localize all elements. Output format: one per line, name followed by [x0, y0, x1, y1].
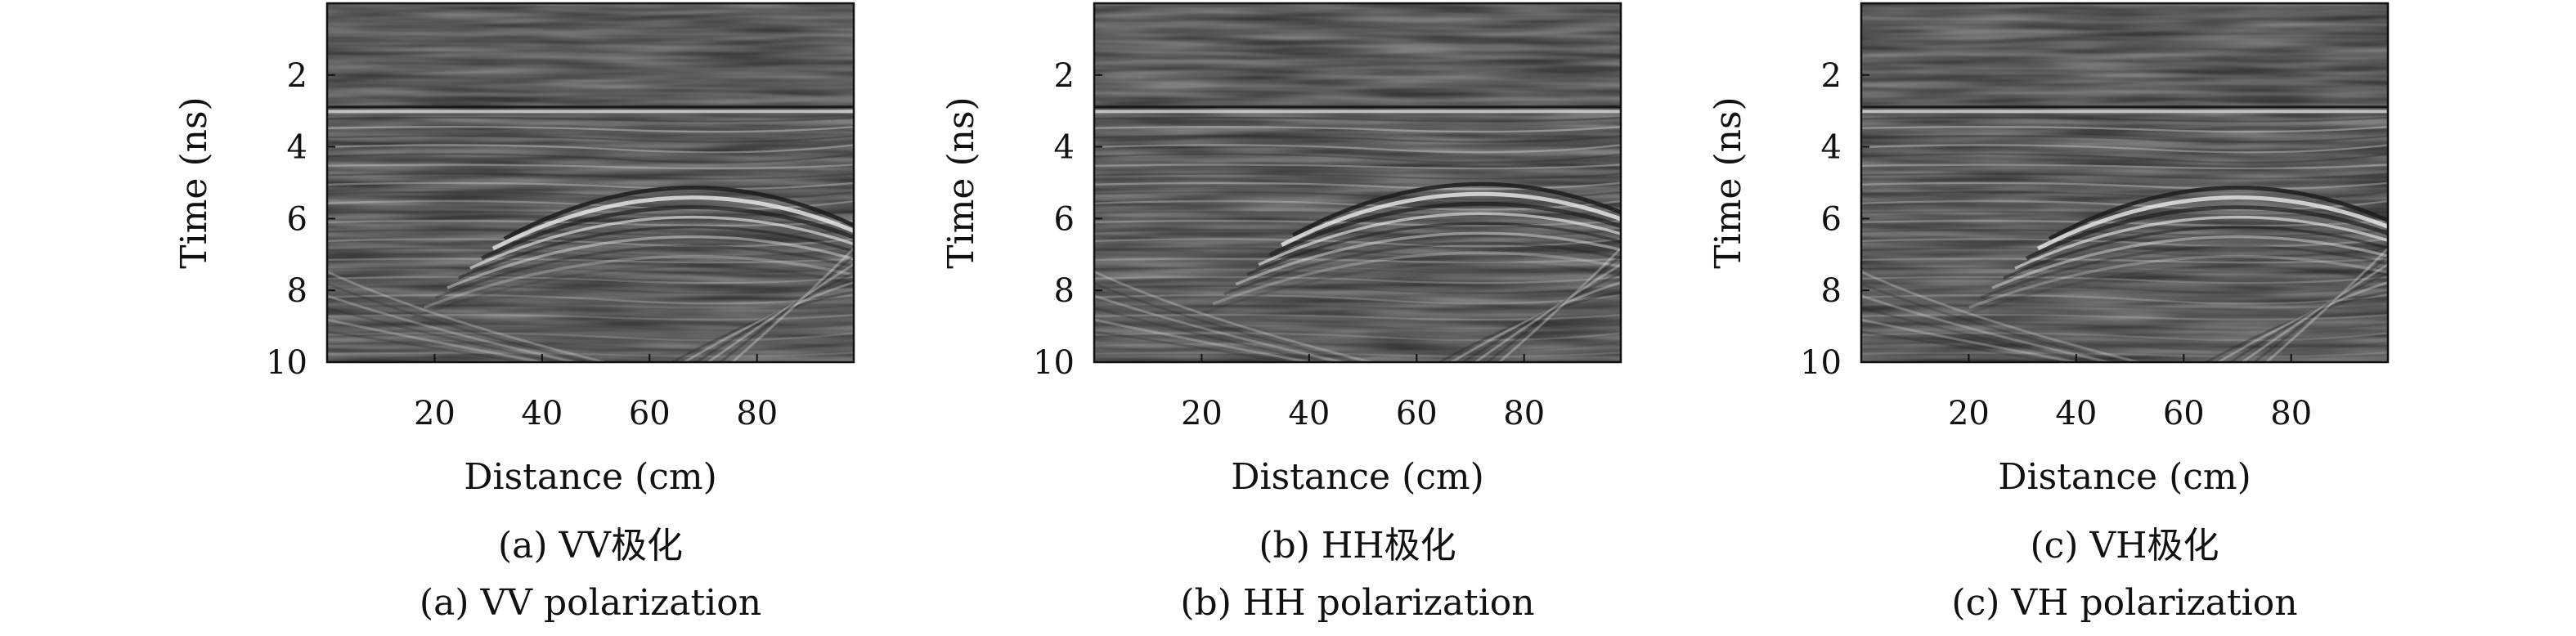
y-tick-label: 4: [287, 129, 307, 167]
diagonal-reflections: [327, 246, 854, 362]
diagonal-reflections: [1094, 246, 1621, 362]
ground-reflection: [1094, 105, 1621, 109]
y-tick-label: 6: [1821, 200, 1842, 238]
diagonal-reflections: [1861, 246, 2388, 362]
y-tick-label: 4: [1821, 129, 1842, 167]
x-tick-label: 80: [736, 395, 778, 432]
plot-frame: [325, 2, 855, 364]
y-axis-label: Time (ns): [940, 96, 982, 268]
ground-reflection-light: [1094, 110, 1621, 114]
ground-reflection: [1861, 105, 2388, 109]
y-tick-label: 10: [1033, 344, 1075, 382]
y-tick-label: 2: [1054, 57, 1075, 95]
x-axis-label: Distance (cm): [1998, 456, 2251, 498]
x-tick-label: 60: [1396, 395, 1438, 432]
y-tick-label: 8: [1054, 272, 1075, 310]
x-tick-label: 20: [1181, 395, 1223, 432]
y-tick-label: 8: [1821, 272, 1842, 310]
x-tick-label: 60: [629, 395, 671, 432]
radargram-texture: [1094, 107, 1621, 362]
x-axis-label: Distance (cm): [464, 456, 717, 498]
x-tick-label: 80: [2270, 395, 2312, 432]
caption-english: (c) VH polarization: [1951, 582, 2297, 624]
hyperbola-reflection: [1957, 186, 2388, 319]
y-tick-label: 10: [266, 344, 307, 382]
caption-chinese: (c) VH极化: [2030, 525, 2219, 567]
x-tick-label: 40: [521, 395, 563, 432]
y-tick-label: 4: [1054, 129, 1075, 167]
y-axis-label: Time (ns): [1708, 96, 1749, 268]
x-tick-label: 60: [2163, 395, 2205, 432]
y-tick-label: 10: [1800, 344, 1842, 382]
hyperbola-reflection: [412, 186, 854, 319]
x-tick-label: 20: [1948, 395, 1990, 432]
ground-reflection: [327, 105, 854, 109]
y-tick-label: 6: [287, 200, 307, 238]
y-tick-label: 2: [1821, 57, 1842, 95]
radargram-panel-3: 20 40 60 80 2 4 6 8 10 Distance (cm) Time (ns) (c) …: [1708, 2, 2390, 624]
ground-reflection-light: [327, 110, 854, 114]
plot-frame: [1093, 2, 1622, 364]
x-tick-label: 80: [1503, 395, 1545, 432]
ground-reflection-light: [1861, 110, 2388, 114]
y-tick-label: 2: [287, 57, 307, 95]
hyperbola-reflection: [1200, 181, 1621, 316]
x-tick-label: 40: [2055, 395, 2097, 432]
y-tick-label: 6: [1054, 200, 1075, 238]
caption-english: (b) HH polarization: [1180, 582, 1534, 624]
radargram-panel-2: 20 40 60 80 2 4 6 8 10 Distance (cm) Time (ns) (b) …: [940, 2, 1622, 624]
caption-english: (a) VV polarization: [420, 582, 761, 624]
caption-chinese: (a) VV极化: [498, 525, 683, 567]
x-tick-label: 40: [1288, 395, 1330, 432]
y-axis-label: Time (ns): [173, 96, 215, 268]
x-axis-label: Distance (cm): [1231, 456, 1484, 498]
caption-chinese: (b) HH极化: [1259, 525, 1456, 567]
radargram-texture: [1861, 107, 2388, 362]
y-tick-label: 8: [287, 272, 307, 310]
plot-frame: [1860, 2, 2390, 364]
radargram-panel-1: 20 40 60 80 2 4 6 8 10 Distance (cm) Time (ns) (a) …: [173, 2, 855, 624]
x-tick-label: 20: [414, 395, 456, 432]
radargram-texture: [327, 107, 854, 362]
